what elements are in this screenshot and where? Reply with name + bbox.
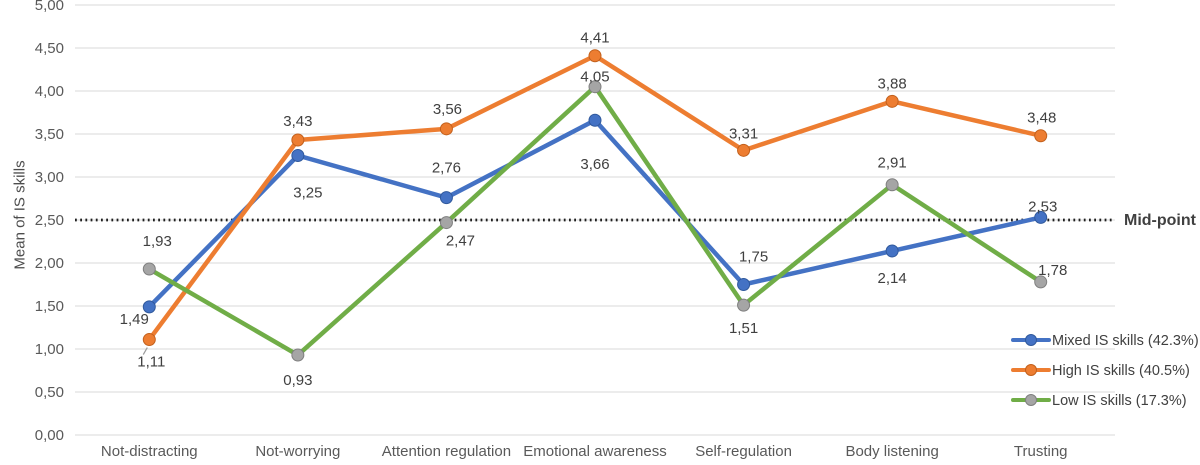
data-label: 2,14: [878, 270, 907, 287]
series-marker-2: [885, 178, 899, 192]
x-category-label: Body listening: [845, 443, 938, 460]
series-marker-0: [142, 300, 156, 314]
y-tick-label: 2,50: [35, 212, 64, 229]
y-tick-label: 3,50: [35, 126, 64, 143]
series-marker-2: [142, 262, 156, 276]
y-tick-label: 2,00: [35, 255, 64, 272]
series-marker-1: [1034, 129, 1048, 143]
x-category-label: Attention regulation: [382, 443, 511, 460]
x-category-label: Not-worrying: [255, 443, 340, 460]
y-tick-label: 1,50: [35, 298, 64, 315]
data-label: 2,47: [446, 233, 475, 250]
y-tick-label: 0,50: [35, 384, 64, 401]
y-axis-title: Mean of IS skills: [11, 160, 29, 270]
y-tick-label: 5,00: [35, 0, 64, 14]
data-label-leader-line: [142, 347, 148, 355]
data-label: 1,51: [729, 320, 758, 337]
series-marker-2: [1034, 275, 1048, 289]
data-label: 3,48: [1027, 110, 1056, 127]
data-label: 1,49: [120, 311, 149, 328]
data-label: 3,43: [283, 113, 312, 130]
x-category-label: Not-distracting: [101, 443, 198, 460]
data-label: 4,05: [580, 69, 609, 86]
y-tick-label: 0,00: [35, 427, 64, 444]
legend-marker-2: [1025, 394, 1037, 406]
series-marker-0: [885, 244, 899, 258]
series-marker-1: [588, 49, 602, 63]
series-marker-1: [142, 333, 156, 347]
legend-marker-1: [1025, 364, 1037, 376]
series-line-0: [147, 117, 1043, 310]
data-label: 3,66: [580, 156, 609, 173]
data-label: 3,56: [433, 101, 462, 118]
series-marker-0: [588, 113, 602, 127]
series-line-1: [147, 53, 1043, 342]
series-marker-0: [1034, 210, 1048, 224]
data-label: 3,25: [293, 185, 322, 202]
data-label: 2,91: [878, 155, 907, 172]
legend-label-0: Mixed IS skills (42.3%): [1052, 333, 1199, 349]
series-marker-1: [885, 94, 899, 108]
data-label: 1,78: [1038, 262, 1067, 279]
x-category-label: Self-regulation: [695, 443, 792, 460]
series-marker-2: [439, 216, 453, 230]
series-marker-2: [737, 298, 751, 312]
y-tick-label: 1,00: [35, 341, 64, 358]
data-label: 3,88: [878, 75, 907, 92]
series-marker-1: [439, 122, 453, 136]
legend-marker-0: [1025, 334, 1037, 346]
y-tick-label: 4,00: [35, 83, 64, 100]
series-marker-0: [737, 278, 751, 291]
data-label: 2,76: [432, 160, 461, 177]
data-label: 1,11: [137, 354, 165, 371]
series-marker-0: [439, 191, 453, 205]
series-marker-1: [737, 143, 751, 157]
x-category-label: Emotional awareness: [523, 443, 666, 460]
x-category-label: Trusting: [1014, 443, 1068, 460]
data-label: 0,93: [283, 372, 312, 389]
data-label: 1,93: [143, 233, 172, 250]
series-marker-0: [291, 149, 305, 162]
data-label: 1,75: [739, 249, 768, 266]
y-tick-label: 3,00: [35, 169, 64, 186]
data-label: 3,31: [729, 125, 758, 142]
data-label: 4,41: [580, 30, 609, 47]
midpoint-line-label: Mid-point: [1124, 212, 1196, 229]
series-marker-2: [588, 80, 602, 94]
legend-label-2: Low IS skills (17.3%): [1052, 393, 1187, 409]
y-tick-label: 4,50: [35, 40, 64, 57]
legend-label-1: High IS skills (40.5%): [1052, 363, 1190, 379]
series-marker-1: [291, 133, 305, 147]
data-label: 2,53: [1028, 198, 1057, 215]
series-marker-2: [291, 348, 305, 362]
